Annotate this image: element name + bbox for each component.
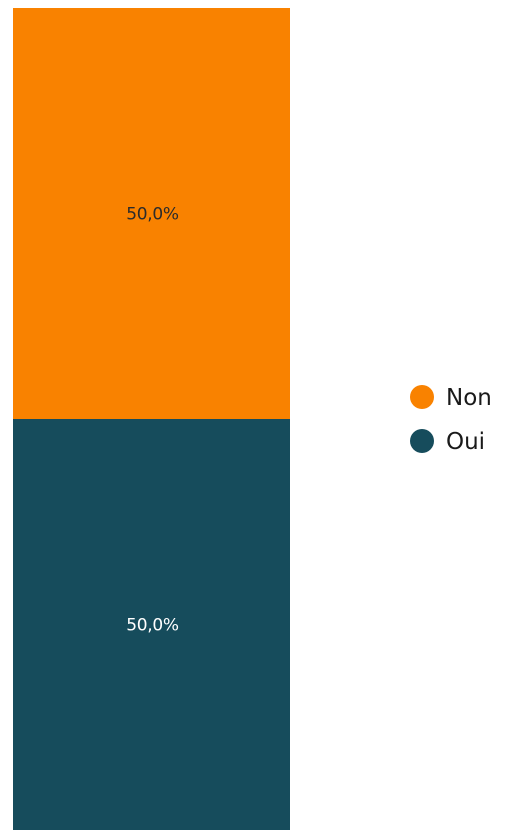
legend: Non Oui [410,385,492,455]
legend-label-oui: Oui [446,429,485,455]
legend-item-non: Non [410,385,492,411]
legend-marker-non [410,385,434,409]
data-label-oui: 50,0% [126,616,179,636]
bar-segment-non [13,8,290,419]
bar-stack: 50,0% 50,0% [13,8,290,830]
bar-segment-oui [13,419,290,830]
legend-item-oui: Oui [410,429,485,455]
data-label-non: 50,0% [126,205,179,225]
legend-label-non: Non [446,385,492,411]
legend-marker-oui [410,429,434,453]
